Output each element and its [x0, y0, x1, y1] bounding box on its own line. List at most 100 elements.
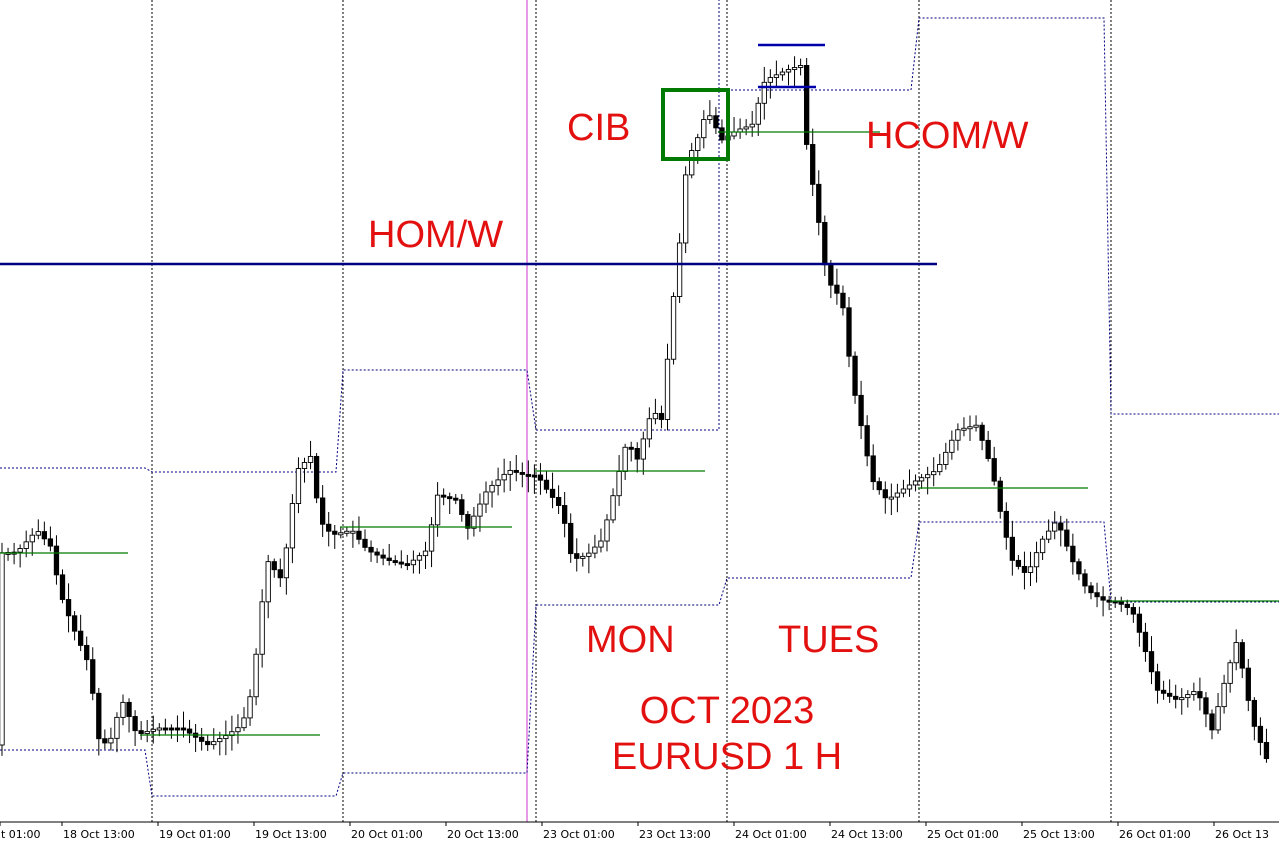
candle-body	[350, 530, 356, 534]
candle-body	[592, 546, 598, 554]
candle-body	[761, 81, 767, 104]
x-tick-label: t 01:00	[1, 828, 41, 841]
candle-body	[816, 183, 822, 223]
candle-body	[114, 716, 120, 739]
x-tick-label: 26 Oct 13	[1215, 828, 1269, 841]
candle-body	[531, 474, 538, 478]
candle-body	[555, 496, 562, 506]
candle-body	[23, 541, 29, 549]
candle-body	[35, 531, 41, 536]
candle-body	[707, 115, 713, 120]
candle-body	[507, 469, 513, 475]
candle-body	[483, 491, 489, 505]
candle-body	[495, 479, 501, 486]
candle-body	[453, 497, 459, 501]
candle-body	[701, 119, 707, 139]
candle-body	[404, 563, 410, 567]
x-tick-label: 20 Oct 01:00	[351, 828, 423, 841]
candle-body	[410, 559, 417, 566]
candle-body	[864, 425, 870, 457]
candle-body	[459, 499, 465, 515]
candle-body	[834, 284, 840, 294]
candle-body	[320, 497, 326, 525]
midlines	[0, 131, 1279, 736]
candle-body	[41, 531, 48, 540]
candle-body	[628, 446, 634, 450]
candle-body	[162, 727, 168, 731]
candle-body	[828, 264, 834, 286]
range-box-outline	[727, 17, 1279, 415]
candle-body	[156, 727, 162, 731]
candles	[0, 56, 1270, 763]
tuesday-label: TUES	[778, 619, 879, 661]
candle-body	[664, 358, 671, 420]
candle-body	[1245, 667, 1251, 701]
candle-body	[174, 727, 181, 731]
candle-body	[822, 221, 828, 266]
candle-body	[1221, 682, 1227, 708]
candle-body	[991, 458, 997, 482]
candle-body	[344, 530, 350, 534]
candle-body	[755, 102, 761, 125]
candle-body	[223, 735, 229, 740]
candle-body	[368, 546, 374, 553]
candle-body	[1142, 631, 1149, 653]
x-tick-label: 19 Oct 13:00	[255, 828, 327, 841]
candle-body	[1052, 522, 1058, 532]
hcom-w-label: HCOM/W	[866, 115, 1029, 157]
candle-body	[997, 480, 1003, 512]
candle-body	[1027, 566, 1034, 573]
candle-body	[918, 477, 925, 482]
candle-body	[925, 474, 931, 479]
candle-body	[719, 127, 725, 141]
candle-body	[1094, 592, 1100, 598]
candle-body	[598, 540, 604, 548]
candle-body	[858, 394, 864, 427]
candle-body	[937, 464, 943, 473]
candle-body	[428, 524, 435, 552]
candle-body	[525, 473, 532, 477]
candle-body	[1003, 510, 1009, 538]
candle-body	[392, 560, 398, 564]
candle-body	[1166, 692, 1173, 697]
candle-body	[882, 489, 888, 499]
monday-label: MON	[586, 619, 675, 661]
x-axis-ticks: t 01:00 18 Oct 13:00 19 Oct 01:00 19 Oct 13…	[0, 822, 1269, 841]
candle-body	[1148, 651, 1155, 673]
candle-body	[1203, 697, 1209, 715]
candle-body	[810, 144, 816, 185]
candle-body	[1033, 552, 1040, 568]
candle-body	[386, 557, 392, 562]
candle-body	[767, 77, 774, 83]
x-tick-label: 20 Oct 13:00	[447, 828, 519, 841]
candle-body	[84, 644, 90, 661]
candle-body	[1160, 689, 1167, 694]
candle-body	[1100, 596, 1106, 601]
candle-body	[126, 701, 132, 717]
candle-body	[332, 530, 338, 535]
candle-body	[144, 730, 150, 734]
candle-body	[876, 481, 882, 491]
candle-body	[549, 488, 556, 498]
candle-body	[749, 123, 755, 128]
x-tick-label: 19 Oct 01:00	[159, 828, 231, 841]
candle-body	[186, 728, 193, 734]
candle-body	[894, 492, 901, 498]
candle-body	[362, 538, 368, 548]
candle-body	[77, 630, 84, 646]
candle-body	[804, 65, 810, 145]
x-tick-label: 25 Oct 01:00	[927, 828, 999, 841]
candle-body	[646, 418, 653, 440]
chart-subtitle: EURUSD 1 H	[612, 736, 842, 778]
candle-body	[634, 448, 640, 460]
candle-body	[961, 427, 967, 431]
candle-body	[102, 738, 108, 744]
candle-body	[1082, 573, 1088, 587]
candle-body	[422, 550, 429, 557]
candle-body	[604, 519, 610, 542]
candle-body	[743, 126, 749, 130]
candle-body	[1009, 536, 1016, 561]
candle-body	[797, 65, 804, 68]
candle-body	[398, 561, 404, 565]
candle-body	[543, 479, 550, 490]
